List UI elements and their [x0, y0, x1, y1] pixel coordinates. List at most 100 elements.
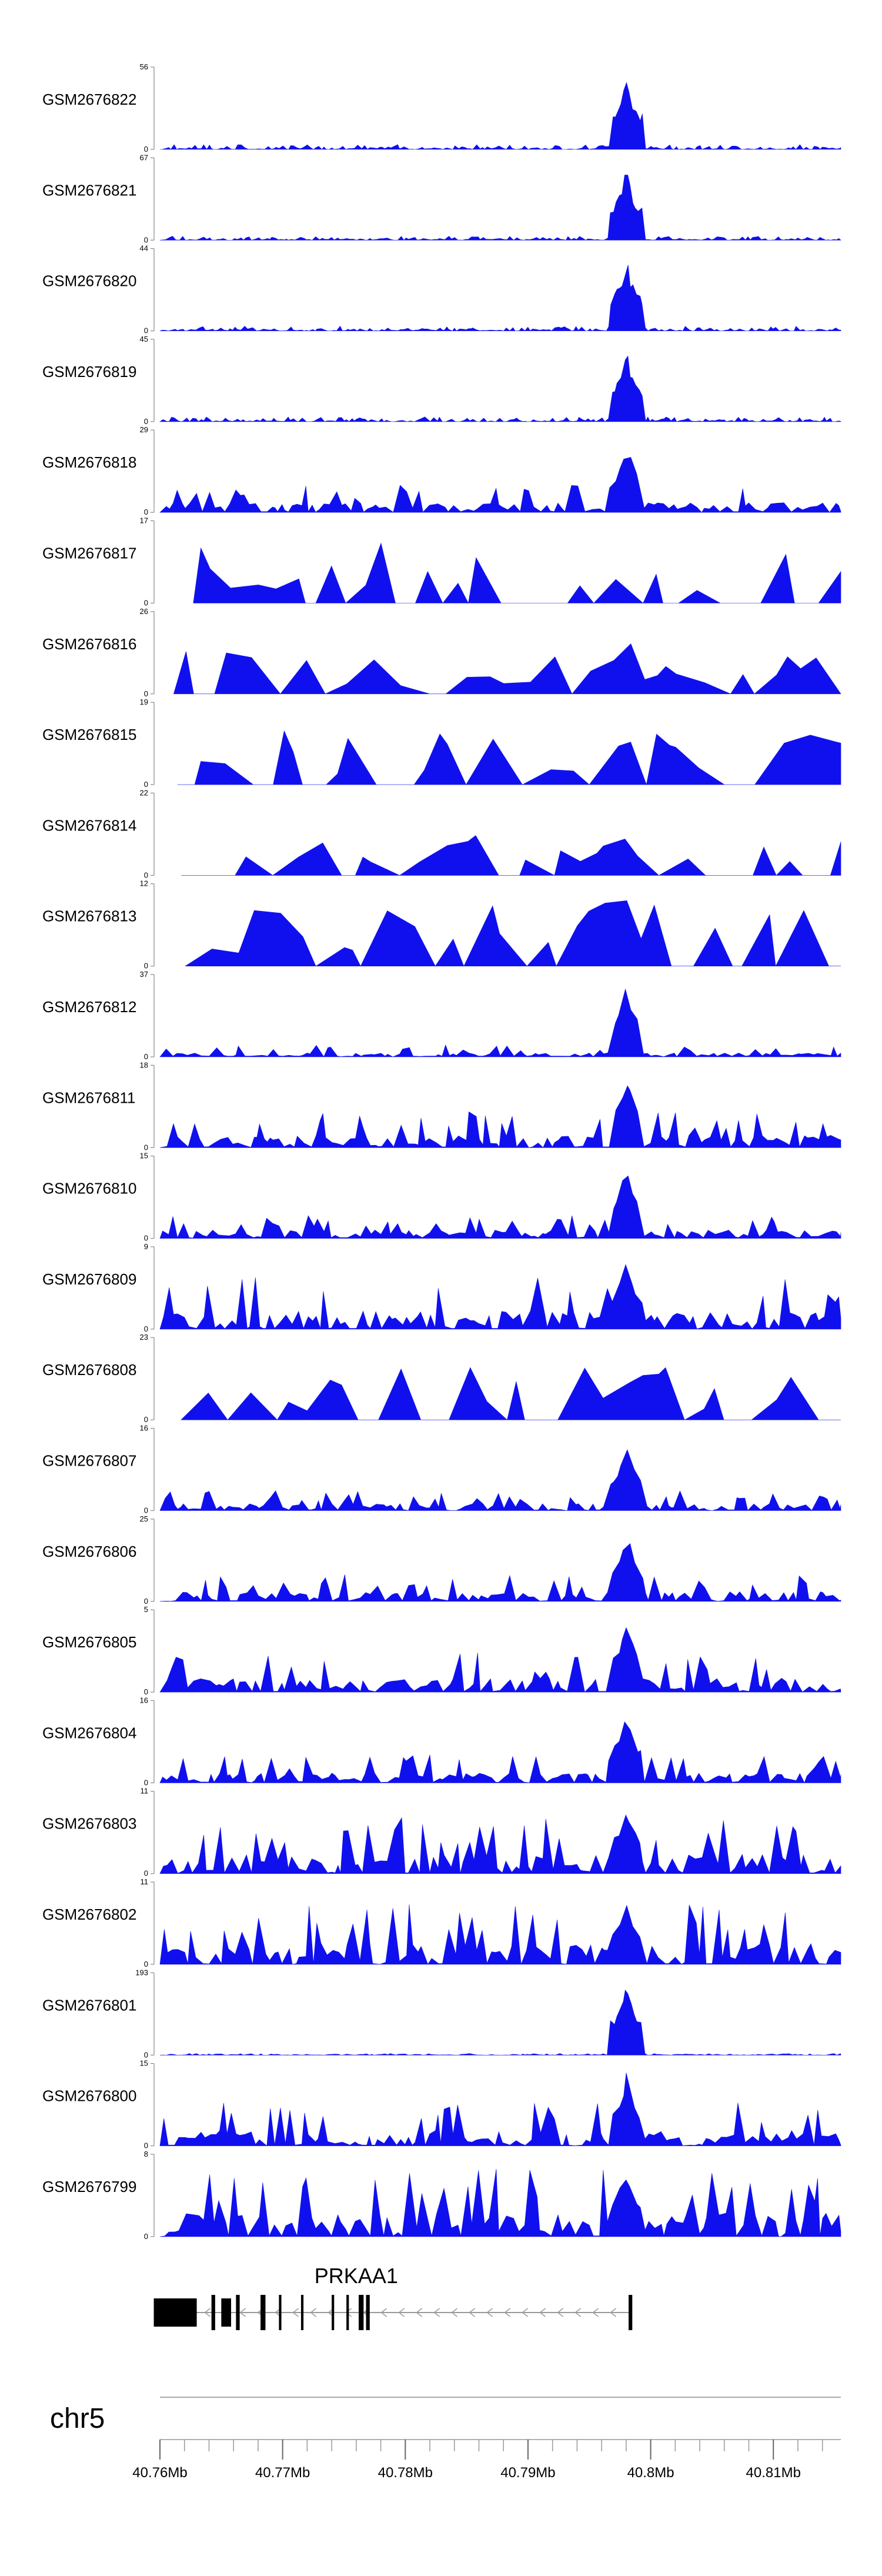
- chromosome-label: chr5: [50, 2403, 105, 2434]
- strand-arrow: [433, 2308, 440, 2317]
- track-GSM2676807: GSM2676807 16 0: [42, 1424, 841, 1515]
- strand-arrow: [239, 2308, 246, 2317]
- gene-exon: [366, 2295, 370, 2330]
- y-max-label: 26: [140, 607, 148, 616]
- track-label: GSM2676811: [42, 1089, 136, 1106]
- track-GSM2676814: GSM2676814 22 0: [42, 788, 841, 879]
- track-GSM2676818: GSM2676818 29 0: [42, 425, 841, 516]
- signal-area: [181, 835, 841, 876]
- y-min-label: 0: [144, 1960, 148, 1968]
- strand-arrow: [592, 2308, 599, 2317]
- track-GSM2676822: GSM2676822 56 0: [42, 62, 841, 154]
- strand-arrow: [539, 2308, 546, 2317]
- signal-area: [159, 175, 841, 241]
- x-tick-label: 40.79Mb: [500, 2465, 555, 2481]
- strand-arrow: [557, 2308, 564, 2317]
- track-GSM2676799: GSM2676799 8 0: [42, 2150, 841, 2241]
- track-label: GSM2676800: [42, 2087, 136, 2105]
- y-min-label: 0: [144, 1687, 148, 1696]
- track-label: GSM2676809: [42, 1270, 136, 1288]
- y-min-label: 0: [144, 145, 148, 154]
- strand-arrow: [204, 2308, 211, 2317]
- y-max-label: 11: [141, 1787, 149, 1796]
- strand-arrow: [398, 2308, 405, 2317]
- track-GSM2676813: GSM2676813 12 0: [42, 879, 841, 970]
- gene-exon: [300, 2295, 304, 2330]
- track-label: GSM2676810: [42, 1180, 136, 1197]
- strand-arrow: [522, 2308, 529, 2317]
- signal-area: [159, 265, 841, 331]
- y-min-label: 0: [144, 326, 148, 335]
- strand-arrow: [416, 2308, 423, 2317]
- track-label: GSM2676808: [42, 1361, 136, 1379]
- track-GSM2676804: GSM2676804 16 0: [42, 1696, 841, 1787]
- y-max-label: 15: [140, 2059, 148, 2068]
- strand-arrow: [345, 2308, 352, 2317]
- y-min-label: 0: [144, 870, 148, 879]
- signal-area: [159, 2073, 841, 2147]
- signal-area: [159, 1904, 841, 1965]
- signal-area: [159, 1449, 841, 1511]
- y-max-label: 56: [140, 62, 148, 71]
- track-label: GSM2676820: [42, 272, 136, 290]
- track-label: GSM2676818: [42, 453, 136, 471]
- y-min-label: 0: [144, 1052, 148, 1061]
- track-label: GSM2676813: [42, 907, 136, 925]
- track-GSM2676820: GSM2676820 44 0: [42, 244, 841, 335]
- y-max-label: 37: [140, 970, 148, 979]
- strand-arrow: [574, 2308, 582, 2317]
- gene-exon: [153, 2298, 197, 2327]
- x-tick-label: 40.8Mb: [627, 2465, 674, 2481]
- gene-exon: [221, 2298, 232, 2327]
- y-min-label: 0: [144, 1869, 148, 1878]
- signal-area: [177, 730, 841, 786]
- signal-area: [159, 355, 841, 422]
- strand-arrow: [486, 2308, 493, 2317]
- track-label: GSM2676822: [42, 91, 136, 108]
- x-tick-label: 40.76Mb: [132, 2465, 187, 2481]
- y-max-label: 45: [140, 335, 148, 343]
- gene-exon: [629, 2295, 633, 2330]
- signal-area: [159, 1085, 841, 1148]
- genome-axis: chr5 40.76Mb 40.77Mb 40.78Mb 40.79Mb 40.8Mb 4…: [50, 2397, 841, 2481]
- signal-tracks: GSM2676822560GSM2676821670GSM2676820440G…: [42, 62, 841, 2241]
- track-label: GSM2676815: [42, 726, 136, 743]
- signal-area: [159, 1990, 841, 2056]
- track-label: GSM2676802: [42, 1906, 136, 1923]
- y-max-label: 9: [144, 1242, 148, 1251]
- x-tick-label: 40.77Mb: [255, 2465, 310, 2481]
- track-GSM2676806: GSM2676806 25 0: [42, 1514, 841, 1606]
- track-label: GSM2676821: [42, 181, 136, 199]
- track-GSM2676816: GSM2676816 26 0: [42, 607, 841, 698]
- signal-area: [173, 643, 841, 695]
- strand-arrow: [469, 2308, 476, 2317]
- track-label: GSM2676804: [42, 1724, 136, 1741]
- y-min-label: 0: [144, 2141, 148, 2150]
- signal-area: [159, 1264, 841, 1330]
- track-GSM2676817: GSM2676817 17 0: [42, 516, 841, 608]
- track-label: GSM2676801: [42, 1996, 136, 2014]
- track-GSM2676810: GSM2676810 15 0: [42, 1152, 841, 1243]
- gene-exon: [346, 2295, 349, 2330]
- gene-label: PRKAA1: [315, 2264, 398, 2288]
- signal-area: [159, 1175, 841, 1239]
- signal-area: [181, 1367, 841, 1420]
- y-min-label: 0: [144, 962, 148, 970]
- y-max-label: 18: [140, 1060, 148, 1069]
- gene-exon: [260, 2295, 266, 2330]
- track-GSM2676819: GSM2676819 45 0: [42, 335, 841, 426]
- y-min-label: 0: [144, 1143, 148, 1152]
- y-min-label: 0: [144, 780, 148, 789]
- track-label: GSM2676819: [42, 363, 136, 381]
- gene-exon: [359, 2295, 364, 2330]
- signal-area: [193, 542, 841, 604]
- gene-exon: [236, 2295, 240, 2330]
- track-label: GSM2676816: [42, 635, 136, 653]
- y-max-label: 25: [140, 1514, 148, 1523]
- y-max-label: 22: [140, 788, 148, 797]
- y-min-label: 0: [144, 1324, 148, 1333]
- y-max-label: 19: [140, 698, 148, 706]
- signal-area: [159, 457, 841, 513]
- signal-area: [159, 1721, 841, 1784]
